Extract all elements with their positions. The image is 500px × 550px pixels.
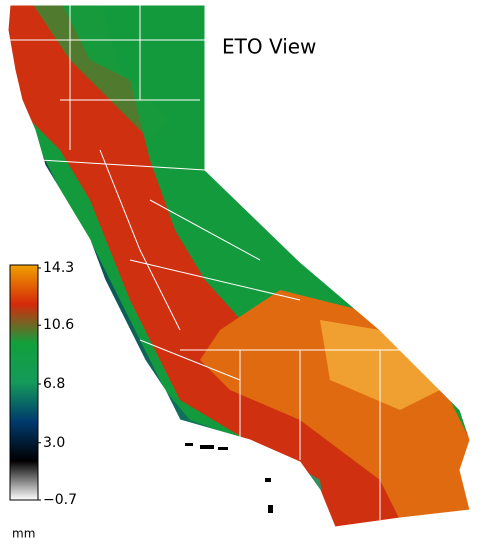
colorbar: −0.7 3.0 6.8 10.6 14.3 mm <box>9 260 77 541</box>
colorbar-gradient <box>9 264 39 501</box>
colorbar-tick-label: 3.0 <box>43 435 65 451</box>
colorbar-tick-label: 10.6 <box>43 317 74 333</box>
colorbar-tick-label: 6.8 <box>43 376 65 392</box>
islands <box>185 443 273 513</box>
map-title: ETO View <box>222 35 316 59</box>
colorbar-unit: mm <box>12 527 35 541</box>
colorbar-tick-label: −0.7 <box>43 492 77 508</box>
state-outline <box>7 4 471 528</box>
colorbar-tick-label: 14.3 <box>43 260 74 276</box>
